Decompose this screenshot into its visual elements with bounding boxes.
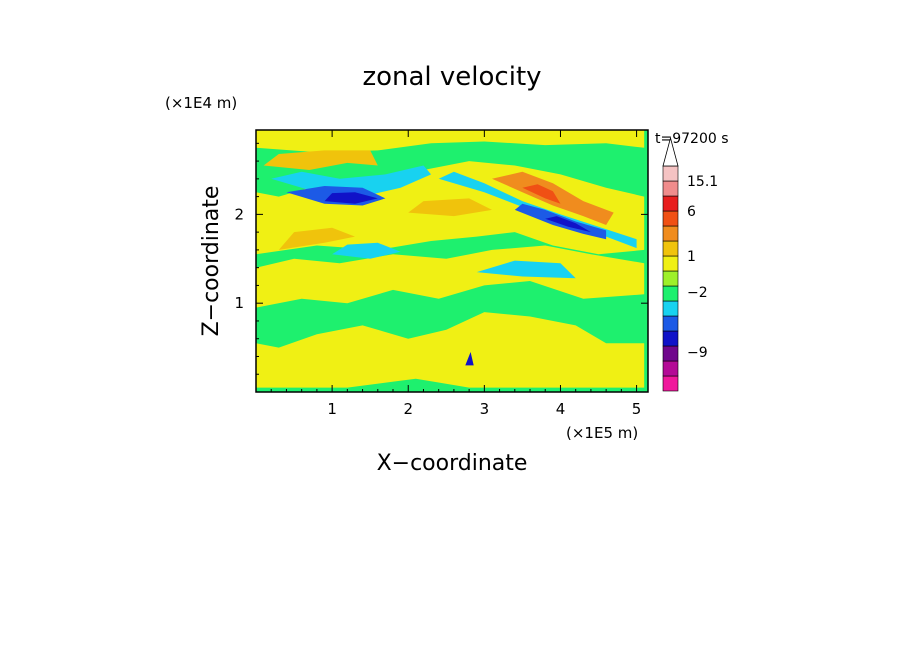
x-tick-label: 1 bbox=[327, 400, 337, 418]
x-tick-label: 5 bbox=[632, 400, 642, 418]
chart-title: zonal velocity bbox=[362, 62, 541, 92]
contour-region-4 bbox=[263, 150, 378, 170]
zonal-velocity-field bbox=[256, 130, 648, 392]
contour-region-5 bbox=[278, 227, 355, 250]
colorbar-bin-12 bbox=[662, 195, 679, 212]
colorbar-bin-14 bbox=[662, 165, 679, 182]
colorbar-bin-4 bbox=[662, 315, 679, 332]
colorbar: 15.1 6 1 −2 −9 bbox=[662, 136, 718, 392]
contour-region-16 bbox=[545, 216, 591, 233]
x-tick-label: 3 bbox=[480, 400, 490, 418]
colorbar-bin-7 bbox=[662, 270, 679, 287]
colorbar-label: 1 bbox=[687, 249, 696, 265]
colorbar-bin-5 bbox=[662, 300, 679, 317]
contour-region-11 bbox=[332, 242, 401, 259]
colorbar-bin-10 bbox=[662, 225, 679, 242]
x-axis: 1 2 3 4 5 bbox=[270, 130, 642, 418]
colorbar-label: 6 bbox=[687, 204, 696, 220]
contour-region-17 bbox=[465, 352, 474, 366]
colorbar-bin-3 bbox=[662, 330, 679, 347]
colorbar-bin-13 bbox=[662, 180, 679, 197]
colorbar-bin-9 bbox=[662, 240, 679, 257]
y-tick-label: 1 bbox=[234, 294, 244, 312]
colorbar-bin-6 bbox=[662, 285, 679, 302]
contour-region-8 bbox=[522, 184, 561, 204]
x-tick-label: 4 bbox=[556, 400, 566, 418]
x-tick-label: 2 bbox=[403, 400, 413, 418]
contour-region-1 bbox=[256, 245, 645, 308]
colorbar-label: −2 bbox=[687, 285, 708, 301]
x-scale-label: (×1E5 m) bbox=[566, 424, 638, 442]
colorbar-label: −9 bbox=[687, 345, 708, 361]
colorbar-bin-2 bbox=[662, 345, 679, 362]
contour-region-0 bbox=[256, 312, 645, 388]
contour-region-15 bbox=[324, 192, 378, 204]
colorbar-bin-11 bbox=[662, 210, 679, 227]
colorbar-overflow-arrow bbox=[662, 136, 679, 167]
contour-region-12 bbox=[476, 260, 576, 279]
colorbar-bin-0 bbox=[662, 375, 679, 392]
colorbar-bin-1 bbox=[662, 360, 679, 377]
contour-region-3 bbox=[256, 130, 645, 153]
y-scale-label: (×1E4 m) bbox=[165, 94, 237, 112]
y-axis: 12 bbox=[234, 142, 648, 375]
y-axis-label: Z−coordinate bbox=[199, 186, 224, 337]
contour-region-6 bbox=[408, 198, 492, 217]
colorbar-bin-8 bbox=[662, 255, 679, 272]
colorbar-label: 15.1 bbox=[687, 174, 718, 190]
plot-frame bbox=[255, 129, 649, 393]
y-tick-label: 2 bbox=[234, 205, 244, 223]
time-label: t=97200 s bbox=[655, 131, 729, 147]
x-axis-label: X−coordinate bbox=[377, 451, 528, 476]
